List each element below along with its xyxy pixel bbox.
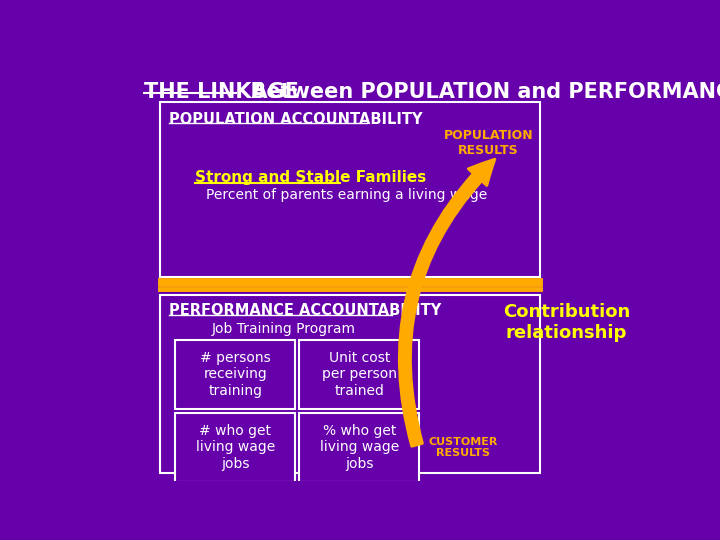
Text: THE LINKAGE: THE LINKAGE [144, 82, 300, 102]
FancyBboxPatch shape [160, 102, 539, 278]
Text: Job Training Program: Job Training Program [212, 322, 356, 336]
Text: POPULATION
RESULTS: POPULATION RESULTS [444, 129, 534, 157]
FancyBboxPatch shape [300, 340, 419, 409]
Text: CUSTOMER
RESULTS: CUSTOMER RESULTS [428, 437, 498, 458]
FancyBboxPatch shape [300, 413, 419, 482]
FancyBboxPatch shape [160, 295, 539, 473]
FancyArrowPatch shape [400, 159, 495, 446]
FancyBboxPatch shape [175, 413, 295, 482]
Text: Strong and Stable Families: Strong and Stable Families [194, 170, 426, 185]
Text: Unit cost
per person
trained: Unit cost per person trained [322, 351, 397, 397]
FancyBboxPatch shape [175, 340, 295, 409]
Text: # who get
living wage
jobs: # who get living wage jobs [196, 424, 275, 471]
Text: Contribution
relationship: Contribution relationship [503, 303, 630, 342]
Text: # persons
receiving
training: # persons receiving training [200, 351, 271, 397]
Text: POPULATION ACCOUNTABILITY: POPULATION ACCOUNTABILITY [169, 112, 423, 127]
Text: % who get
living wage
jobs: % who get living wage jobs [320, 424, 399, 471]
Text: Between POPULATION and PERFORMANCE: Between POPULATION and PERFORMANCE [235, 82, 720, 102]
Text: Percent of parents earning a living wage: Percent of parents earning a living wage [206, 188, 487, 202]
Text: PERFORMANCE ACCOUNTABILITY: PERFORMANCE ACCOUNTABILITY [169, 303, 441, 318]
